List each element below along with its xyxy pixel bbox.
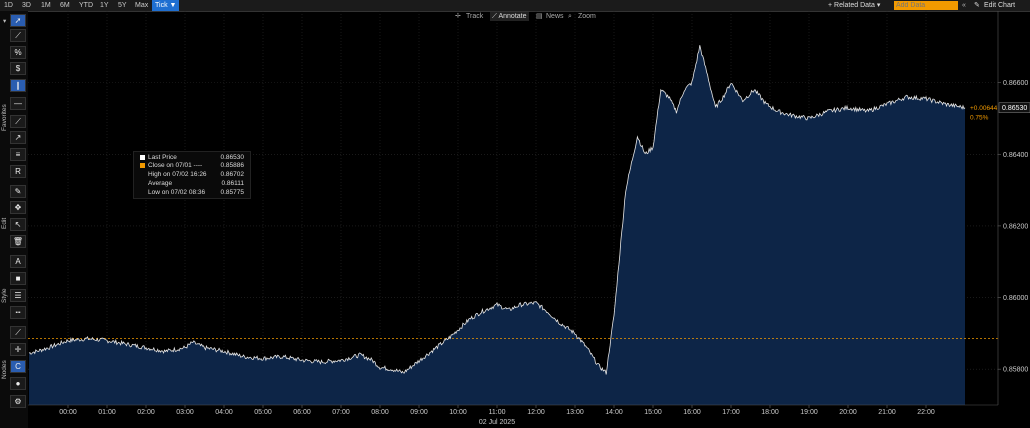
x-tick-label: 13:00 (566, 409, 584, 416)
collapse-icon[interactable]: « (962, 2, 966, 9)
pencil-node-icon[interactable]: ⟋ (10, 326, 26, 339)
legend-label: Last Price (148, 154, 177, 161)
text-a-icon[interactable]: A (10, 255, 26, 268)
palette-icon[interactable]: ● (10, 377, 26, 390)
tool-news[interactable]: News (546, 13, 564, 20)
add-data-input[interactable] (894, 1, 958, 10)
x-tick-label: 02:00 (137, 409, 155, 416)
range-6m-button[interactable]: 6M (60, 2, 70, 9)
top-toolbar: 1D 3D 1M 6M YTD 1Y 5Y Max Tick ▼ + Relat… (0, 0, 1030, 12)
x-tick-label: 10:00 (449, 409, 467, 416)
x-tick-label: 05:00 (254, 409, 272, 416)
range-tick-dropdown[interactable]: Tick ▼ (152, 0, 180, 11)
series-area (29, 45, 965, 405)
pen-icon[interactable]: ✎ (10, 185, 26, 198)
zoom-icon: ⌕ (568, 13, 572, 20)
pencil-icon: ✎ (974, 2, 980, 9)
fill-icon[interactable]: ■ (10, 272, 26, 285)
y-tick-label: 0.86000 (1003, 295, 1028, 302)
line-draw-icon[interactable]: ⟋ (10, 29, 26, 42)
last-price-tag (998, 102, 1030, 113)
range-1d-button[interactable]: 1D (4, 2, 13, 9)
legend-row-close: Close on 07/01 ---- (140, 162, 202, 170)
legend-label: Close on 07/01 ---- (148, 162, 203, 169)
channel-icon[interactable]: ≡ (10, 148, 26, 161)
range-max-button[interactable]: Max (135, 2, 149, 9)
range-1m-button[interactable]: 1M (41, 2, 51, 9)
x-tick-label: 14:00 (605, 409, 623, 416)
line-style-icon[interactable]: ┅ (10, 306, 26, 319)
x-tick-label: 09:00 (410, 409, 428, 416)
x-tick-label: 15:00 (644, 409, 662, 416)
tool-zoom[interactable]: Zoom (578, 13, 596, 20)
legend-row-high: High on 07/02 16:26 (148, 171, 207, 178)
news-icon: ▤ (536, 13, 543, 20)
line-weight-icon[interactable]: ☰ (10, 289, 26, 302)
x-tick-label: 16:00 (683, 409, 701, 416)
arrow-line-icon[interactable]: ↗ (10, 131, 26, 144)
legend-box: Last Price 0.86530 Close on 07/01 ---- 0… (133, 151, 251, 199)
related-data-button[interactable]: + Related Data ▾ (828, 2, 881, 9)
ray-icon[interactable]: ⟋ (10, 115, 26, 128)
legend-swatch-close (140, 162, 145, 168)
x-tick-label: 18:00 (761, 409, 779, 416)
edit-chart-button[interactable]: Edit Chart (984, 2, 1016, 9)
gear-icon[interactable]: ⚙ (10, 395, 26, 408)
range-3d-button[interactable]: 3D (22, 2, 31, 9)
cursor-icon[interactable]: ➚ (10, 14, 26, 27)
legend-value: 0.86702 (220, 171, 245, 178)
y-tick-label: 0.86400 (1003, 152, 1028, 159)
x-tick-label: 03:00 (176, 409, 194, 416)
x-tick-label: 11:00 (489, 409, 506, 416)
dollar-icon[interactable]: $ (10, 62, 26, 75)
x-tick-label: 21:00 (878, 409, 896, 416)
tool-annotate[interactable]: ⟋ Annotate (490, 12, 529, 21)
legend-value: 0.86111 (221, 180, 244, 187)
legend-value: 0.85886 (220, 162, 245, 169)
fib-icon[interactable]: ∥ (10, 79, 26, 92)
c-icon[interactable]: C (10, 360, 26, 373)
percent-icon[interactable]: % (10, 46, 26, 59)
legend-row-average: Average (148, 180, 173, 187)
x-tick-label: 12:00 (527, 409, 545, 416)
trash-icon[interactable]: 🗑 (10, 235, 26, 248)
series-line (28, 45, 966, 375)
x-tick-label: 22:00 (917, 409, 935, 416)
x-tick-label: 20:00 (839, 409, 857, 416)
hline-icon[interactable]: — (10, 97, 26, 110)
legend-value: 0.86530 (220, 154, 245, 161)
track-icon: ✛ (455, 13, 461, 20)
x-tick-label: 07:00 (332, 409, 350, 416)
range-5y-button[interactable]: 5Y (118, 2, 127, 9)
x-tick-label: 04:00 (215, 409, 233, 416)
legend-value: 0.85775 (220, 189, 245, 196)
legend-swatch-last (140, 154, 145, 160)
x-tick-label: 01:00 (98, 409, 116, 416)
text-r-icon[interactable]: R (10, 165, 26, 178)
x-tick-label: 00:00 (59, 409, 77, 416)
x-tick-label: 17:00 (722, 409, 740, 416)
range-ytd-button[interactable]: YTD (79, 2, 93, 9)
y-tick-label: 0.86600 (1003, 80, 1028, 87)
crosshair-icon[interactable]: ✛ (10, 343, 26, 356)
tool-annotate-label: Annotate (498, 13, 527, 20)
y-tick-label: 0.85800 (1003, 367, 1028, 374)
change-label: +0.00644 (970, 105, 998, 112)
y-tick-label: 0.86200 (1003, 223, 1028, 230)
x-tick-label: 08:00 (371, 409, 389, 416)
drawing-sidebar: Favorites Edit Style Nodes ▾ ➚ ⟋ % $ ∥ —… (0, 11, 28, 428)
legend-row-low: Low on 07/02 08:36 (148, 189, 206, 196)
x-tick-label: 19:00 (800, 409, 818, 416)
x-tick-label: 06:00 (293, 409, 311, 416)
last-price-label: 0.86530 (1002, 105, 1027, 112)
x-axis-label: 02 Jul 2025 (479, 419, 515, 426)
range-1y-button[interactable]: 1Y (100, 2, 109, 9)
pointer-icon[interactable]: ↖ (10, 218, 26, 231)
legend-row-last-price: Last Price (140, 154, 177, 162)
change-pct-label: 0.75% (970, 115, 989, 122)
collapse-arrow-icon[interactable]: ▾ (3, 18, 7, 25)
move-icon[interactable]: ✥ (10, 201, 26, 214)
tool-track[interactable]: Track (466, 13, 484, 20)
